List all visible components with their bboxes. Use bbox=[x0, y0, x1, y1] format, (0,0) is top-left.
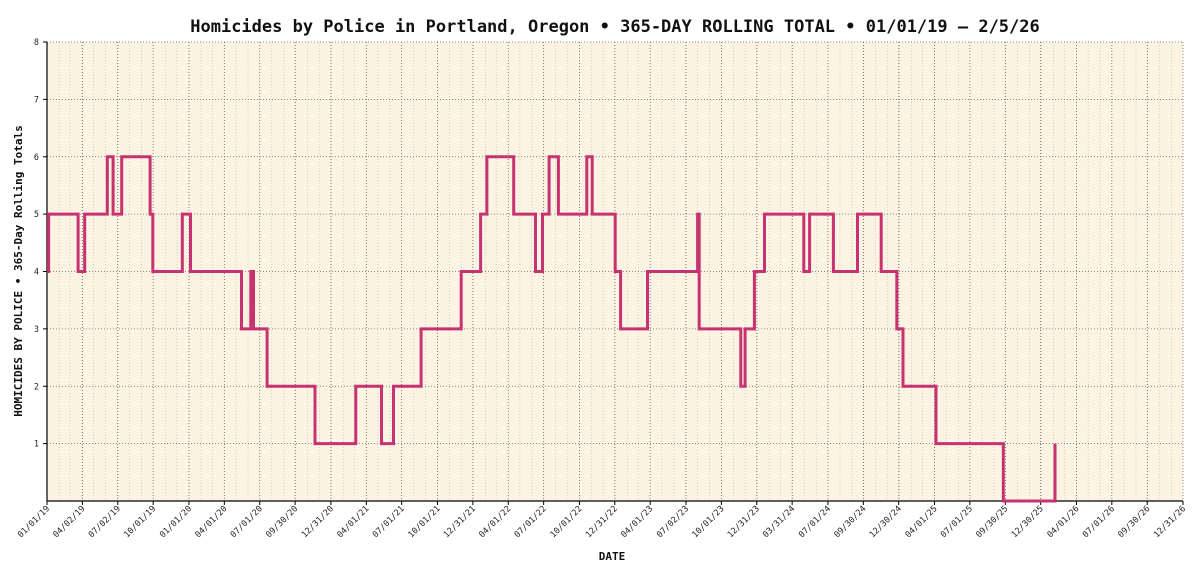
y-axis-label: HOMICIDES BY POLICE • 365-Day Rolling To… bbox=[12, 125, 25, 416]
y-tick-label: 6 bbox=[34, 153, 39, 163]
y-tick-label: 1 bbox=[34, 440, 39, 450]
y-tick-label: 4 bbox=[34, 268, 39, 278]
x-axis-label: DATE bbox=[599, 550, 626, 563]
y-tick-label: 7 bbox=[34, 95, 39, 105]
y-tick-label: 8 bbox=[34, 38, 39, 48]
y-tick-label: 2 bbox=[34, 382, 39, 392]
y-tick-label: 5 bbox=[34, 210, 39, 220]
y-tick-label: 3 bbox=[34, 325, 39, 335]
chart-title: Homicides by Police in Portland, Oregon … bbox=[190, 17, 1040, 37]
y-tick-labels: 1 2 3 4 5 6 7 8 bbox=[34, 38, 39, 450]
series-line bbox=[47, 155, 1057, 503]
